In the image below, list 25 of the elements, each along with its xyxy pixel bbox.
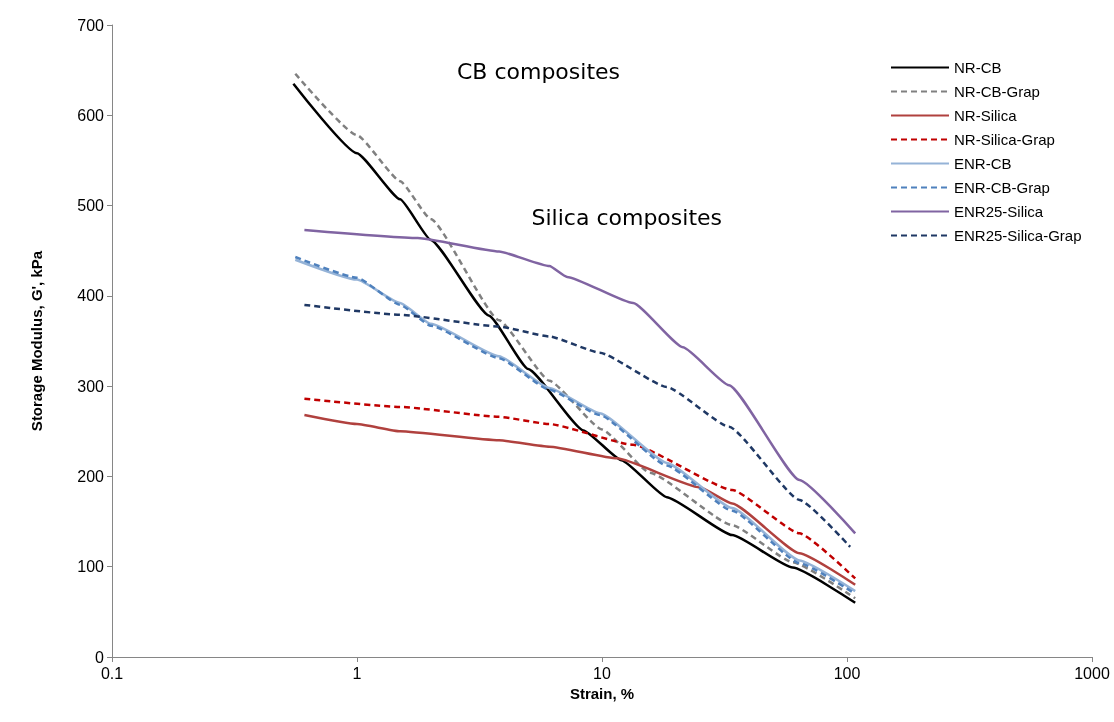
y-tick-label: 200: [77, 467, 105, 485]
legend-label: NR-CB: [954, 59, 1002, 76]
y-tick-label: 700: [77, 16, 105, 34]
y-tick-label: 400: [77, 287, 105, 305]
y-tick-label: 600: [77, 106, 105, 124]
legend-label: NR-Silica: [954, 107, 1018, 124]
y-tick-label: 300: [77, 377, 105, 395]
legend-label: ENR25-Silica: [954, 203, 1044, 220]
x-tick-label: 1: [352, 664, 362, 682]
legend-label: NR-CB-Grap: [954, 83, 1040, 100]
annotation: CB composites: [456, 58, 621, 84]
y-tick-label: 0: [95, 648, 105, 666]
legend-label: NR-Silica-Grap: [954, 131, 1055, 148]
y-tick-label: 100: [77, 558, 105, 576]
legend-label: ENR-CB: [954, 155, 1012, 172]
x-tick-label: 0.1: [100, 664, 124, 682]
x-tick-label: 100: [833, 664, 861, 682]
legend-label: ENR-CB-Grap: [954, 179, 1050, 196]
x-tick-label: 10: [593, 664, 611, 682]
x-tick-label: 1000: [1074, 664, 1110, 682]
y-axis-title: Storage Modulus, G', kPa: [28, 250, 45, 432]
legend-label: ENR25-Silica-Grap: [954, 227, 1082, 244]
x-axis-title: Strain, %: [569, 684, 635, 702]
annotation: Silica composites: [531, 204, 722, 230]
y-tick-label: 500: [77, 197, 105, 215]
